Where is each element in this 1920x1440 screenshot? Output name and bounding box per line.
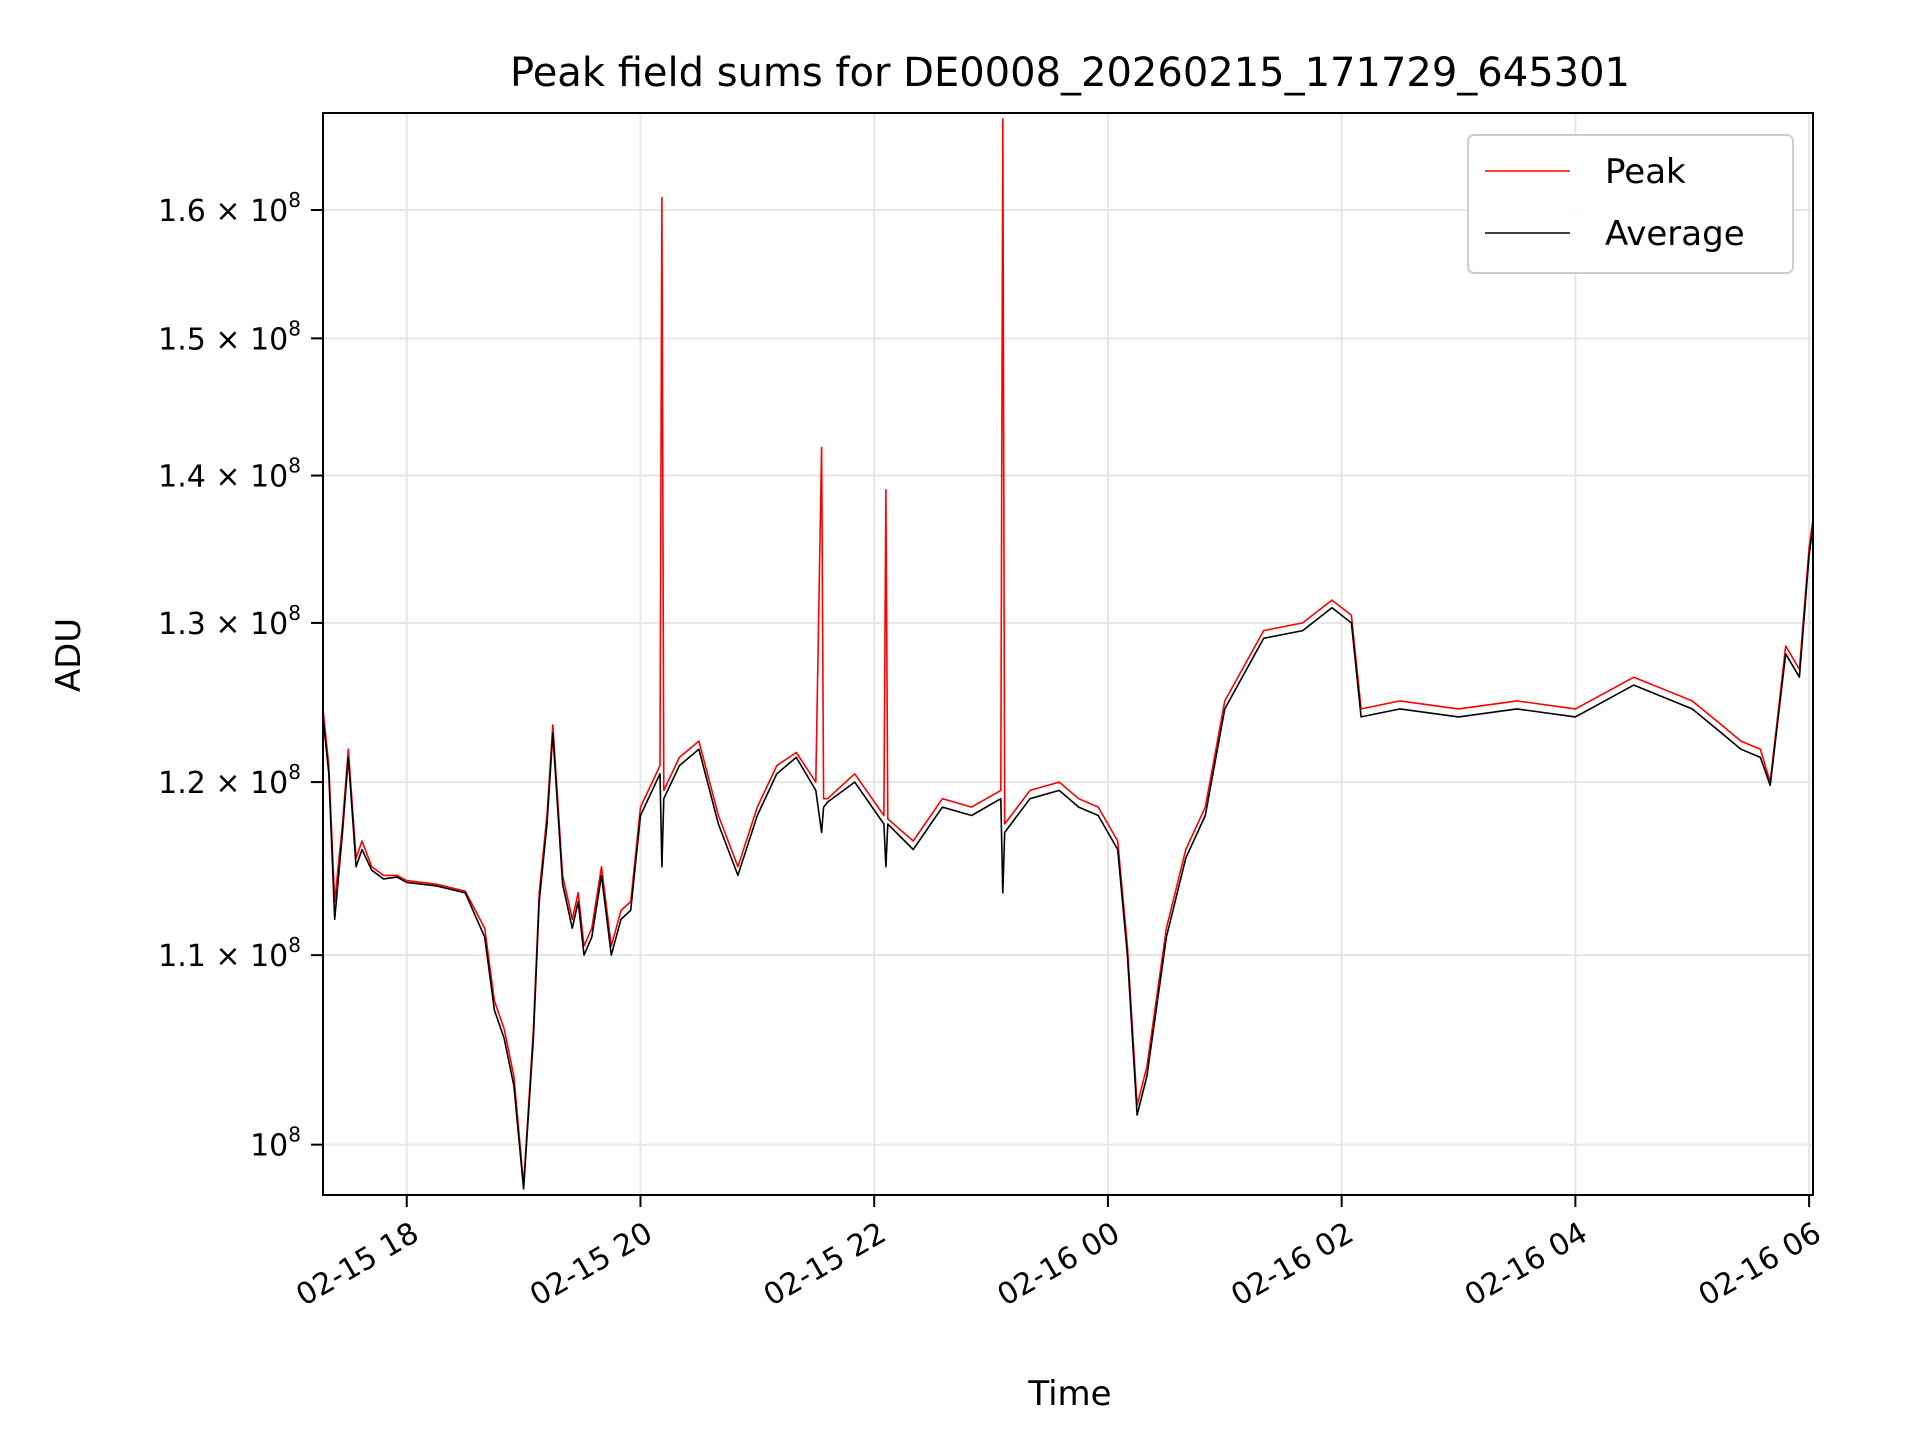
chart-title: Peak field sums for DE0008_20260215_1717…: [510, 50, 1630, 96]
y-axis-label: ADU: [49, 618, 89, 692]
y-tick-label: 1.4 × 108: [158, 454, 301, 495]
series-line-peak: [322, 118, 1814, 1186]
series-line-average: [322, 525, 1814, 1190]
y-tick-label: 108: [250, 1123, 301, 1164]
legend: Peak Average: [1467, 134, 1794, 274]
y-tick-label: 1.1 × 108: [158, 933, 301, 974]
axes-frame: [322, 112, 1814, 1196]
y-tick-label: 1.2 × 108: [158, 760, 301, 801]
legend-box: [1467, 134, 1794, 274]
plot-area: [322, 118, 1814, 1190]
x-axis-label: Time: [1027, 1374, 1111, 1414]
grid: [323, 113, 1813, 1195]
y-tick-label: 1.3 × 108: [158, 601, 301, 642]
legend-label-average: Average: [1605, 214, 1745, 254]
y-tick-label: 1.6 × 108: [158, 188, 301, 229]
y-tick-label: 1.5 × 108: [158, 316, 301, 357]
y-axis: 108 1.1 × 108 1.2 × 108 1.3 × 108 1.4 × 108 1…: [158, 188, 323, 1164]
legend-label-peak: Peak: [1605, 152, 1686, 192]
